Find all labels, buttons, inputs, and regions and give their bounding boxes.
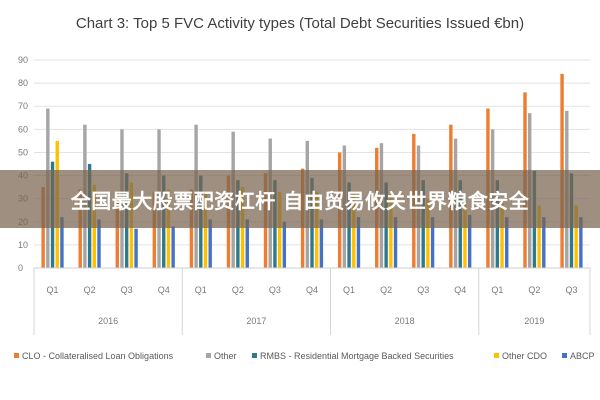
legend-label: CLO - Collateralised Loan Obligations bbox=[22, 351, 174, 361]
bar-abcp-0 bbox=[60, 217, 64, 268]
x-tick-label: Q1 bbox=[47, 285, 59, 295]
bar-other-7 bbox=[315, 191, 319, 268]
bar-other-10 bbox=[426, 198, 430, 268]
legend-swatch bbox=[252, 353, 257, 358]
legend-swatch bbox=[14, 353, 19, 358]
bar-abcp-14 bbox=[579, 217, 583, 268]
y-tick-label: 0 bbox=[18, 263, 23, 273]
legend-label: ABCP bbox=[570, 351, 595, 361]
y-tick-label: 50 bbox=[18, 147, 28, 157]
bar-other-14 bbox=[574, 205, 578, 268]
legend-label: Other bbox=[214, 351, 237, 361]
year-label: 2018 bbox=[395, 316, 415, 326]
bar-clo-3 bbox=[152, 191, 157, 268]
bar-clo-2 bbox=[115, 191, 119, 268]
legend-swatch bbox=[494, 353, 499, 358]
bar-abcp-4 bbox=[208, 219, 212, 268]
x-tick-label: Q3 bbox=[269, 285, 281, 295]
x-tick-label: Q1 bbox=[195, 285, 207, 295]
year-label: 2016 bbox=[98, 316, 118, 326]
x-tick-label: Q2 bbox=[380, 285, 392, 295]
bar-other-4 bbox=[203, 191, 208, 268]
x-tick-label: Q3 bbox=[121, 285, 133, 295]
year-label: 2017 bbox=[246, 316, 266, 326]
bar-abcp-2 bbox=[134, 228, 138, 268]
x-tick-label: Q3 bbox=[417, 285, 429, 295]
bar-abcp-5 bbox=[245, 219, 249, 268]
banner-text: 全国最大股票配资杠杆 自由贸易攸关世界粮食安全 bbox=[70, 188, 530, 213]
bar-abcp-12 bbox=[505, 217, 509, 268]
legend-swatch bbox=[206, 353, 211, 358]
bar-abcp-11 bbox=[467, 214, 472, 268]
bar-other-12 bbox=[500, 203, 504, 268]
bar-other-11 bbox=[463, 203, 467, 268]
x-tick-label: Q2 bbox=[528, 285, 540, 295]
bar-abcp-6 bbox=[282, 221, 287, 268]
bar-clo-4 bbox=[189, 189, 194, 268]
y-tick-label: 60 bbox=[18, 124, 28, 134]
legend-label: RMBS - Residential Mortgage Backed Secur… bbox=[260, 351, 454, 361]
bar-other-3 bbox=[166, 189, 171, 268]
x-tick-label: Q4 bbox=[306, 285, 318, 295]
y-axis: 0102030405060708090 bbox=[18, 55, 28, 273]
bar-clo-1 bbox=[78, 189, 82, 268]
bar-abcp-13 bbox=[542, 217, 546, 268]
bar-abcp-8 bbox=[356, 217, 361, 268]
overlay-banner: 全国最大股票配资杠杆 自由贸易攸关世界粮食安全 bbox=[0, 170, 600, 228]
bar-other-13 bbox=[537, 205, 541, 268]
year-label: 2019 bbox=[524, 316, 544, 326]
bar-abcp-9 bbox=[393, 217, 398, 268]
y-tick-label: 80 bbox=[18, 78, 28, 88]
y-tick-label: 10 bbox=[18, 240, 28, 250]
bar-abcp-10 bbox=[430, 217, 435, 268]
bar-abcp-1 bbox=[97, 219, 101, 268]
x-tick-label: Q1 bbox=[491, 285, 503, 295]
x-tick-label: Q4 bbox=[158, 285, 170, 295]
legend-label: Other CDO bbox=[502, 351, 547, 361]
x-tick-label: Q4 bbox=[454, 285, 466, 295]
bar-abcp-7 bbox=[319, 219, 324, 268]
x-tick-label: Q2 bbox=[232, 285, 244, 295]
bar-other-8 bbox=[352, 194, 356, 268]
x-tick-label: Q2 bbox=[84, 285, 96, 295]
x-tick-label: Q3 bbox=[565, 285, 577, 295]
x-axis: Q1 Q2 Q3 Q4 Q1 Q2 Q3 Q4 Q1 Q2 Q3 Q4 Q1 Q2 Q3 2016 2017 20… bbox=[33, 267, 591, 335]
y-tick-label: 90 bbox=[18, 55, 28, 65]
bar-abcp-3 bbox=[171, 226, 175, 268]
chart-title: Chart 3: Top 5 FVC Activity types (Total… bbox=[76, 15, 524, 32]
y-tick-label: 70 bbox=[18, 101, 28, 111]
x-tick-label: Q1 bbox=[343, 285, 355, 295]
legend: CLO - Collateralised Loan Obligations Oth… bbox=[14, 351, 595, 361]
legend-swatch bbox=[562, 353, 567, 358]
bar-other-6 bbox=[277, 191, 282, 268]
bar-other-9 bbox=[389, 194, 393, 268]
